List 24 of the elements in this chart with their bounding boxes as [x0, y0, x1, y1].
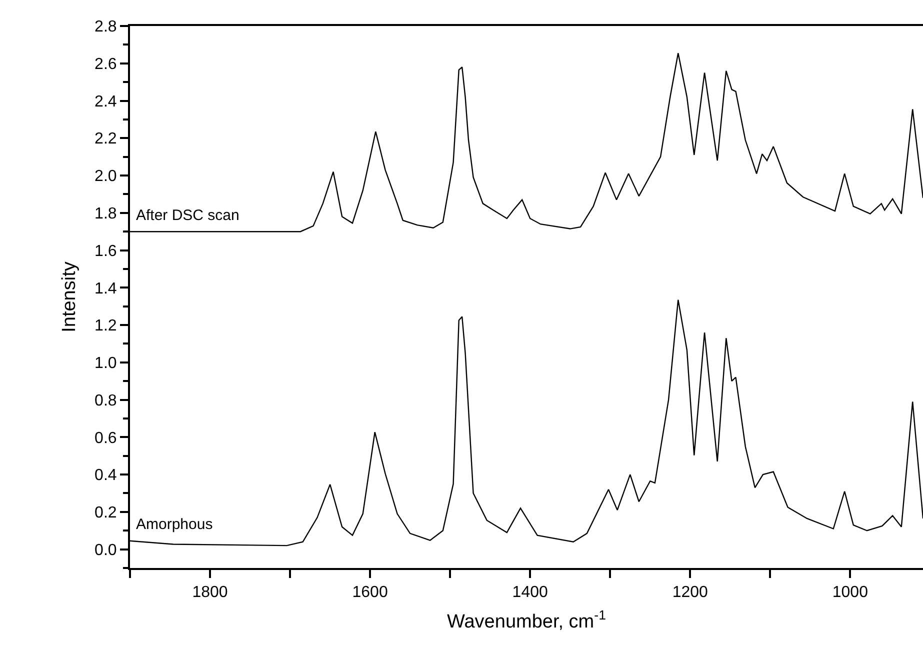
x-tick-label: 1000: [832, 584, 868, 602]
y-tick-label: 2.0: [94, 168, 117, 186]
x-axis-title: Wavenumber, cm$^{-1}$: [447, 608, 606, 632]
x-tick-label: 1800: [192, 584, 228, 602]
x-tick-label: 1600: [352, 584, 388, 602]
x-tick-label: 1400: [512, 584, 548, 602]
y-tick-label: 2.2: [94, 130, 117, 148]
y-tick-label: 0.2: [94, 504, 117, 522]
y-tick-label: 2.6: [94, 56, 117, 73]
y-tick-label: 1.4: [94, 280, 117, 298]
x-tick-label: 1200: [672, 584, 708, 602]
y-tick-label: 1.6: [94, 242, 117, 260]
series-label: After DSC scan: [136, 207, 240, 224]
y-tick-label: 1.2: [94, 318, 117, 335]
y-tick-label: 2.8: [94, 18, 117, 36]
y-axis-title: Intensity: [58, 261, 80, 332]
y-tick-label: 0.0: [94, 542, 117, 559]
y-tick-label: 2.4: [94, 93, 117, 110]
series-label: Amorphous: [136, 516, 213, 533]
y-tick-label: 0.6: [94, 430, 117, 447]
y-tick-label: 1.0: [94, 355, 117, 372]
y-tick-label: 1.8: [94, 206, 117, 222]
y-tick-label: 0.4: [94, 467, 117, 484]
y-tick-label: 0.8: [94, 392, 117, 410]
